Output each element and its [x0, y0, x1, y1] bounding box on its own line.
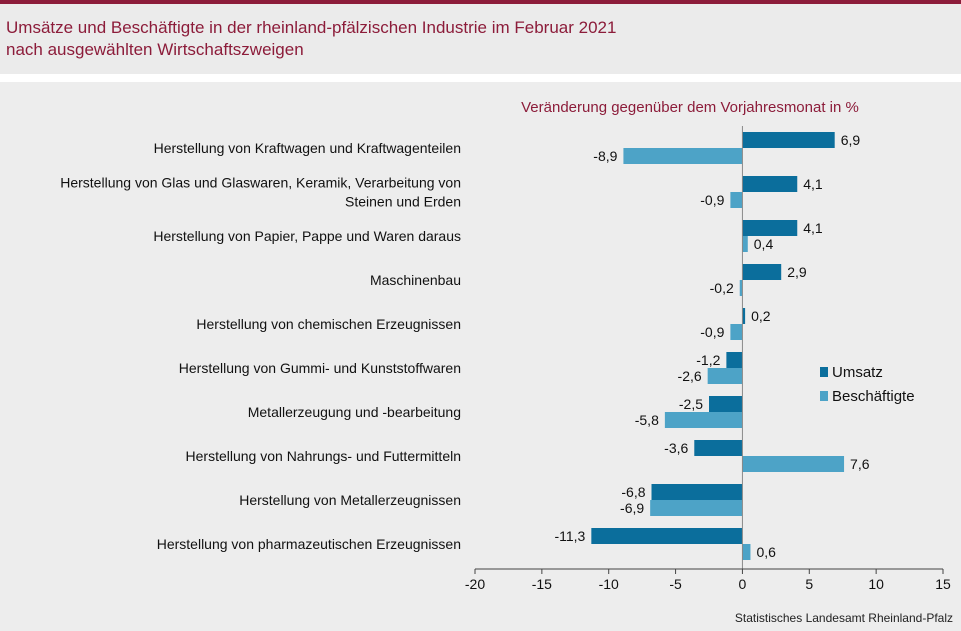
data-label-umsatz-9: -11,3	[554, 528, 585, 544]
bar-beschaeftigte-7	[742, 456, 845, 472]
category-label-6: Metallerzeugung und -bearbeitung	[248, 404, 461, 420]
legend-swatch-umsatz	[820, 367, 828, 377]
category-label-3: Maschinenbau	[370, 272, 461, 288]
category-label-5: Herstellung von Gummi- und Kunststoffwar…	[179, 360, 461, 376]
bar-umsatz-7	[694, 440, 743, 456]
top-accent-bar	[0, 0, 961, 4]
chart-area	[0, 82, 961, 631]
bar-umsatz-5	[726, 352, 743, 368]
data-label-beschaeftigte-8: -6,9	[620, 500, 644, 516]
data-label-umsatz-1: 4,1	[803, 176, 823, 192]
bar-beschaeftigte-4	[730, 324, 743, 340]
data-label-beschaeftigte-9: 0,6	[756, 544, 776, 560]
legend-swatch-beschaeftigte	[820, 391, 828, 401]
data-label-umsatz-4: 0,2	[751, 308, 771, 324]
bar-umsatz-4	[742, 308, 746, 324]
bar-beschaeftigte-2	[742, 236, 748, 252]
category-label-4: Herstellung von chemischen Erzeugnissen	[196, 316, 461, 332]
data-label-umsatz-7: -3,6	[664, 440, 688, 456]
x-tick-label-4: 0	[739, 576, 747, 592]
x-tick-label-7: 15	[935, 576, 951, 592]
bar-umsatz-0	[742, 132, 835, 148]
x-tick-label-2: -10	[599, 576, 619, 592]
data-label-umsatz-2: 4,1	[803, 220, 823, 236]
data-label-umsatz-5: -1,2	[696, 352, 720, 368]
data-label-beschaeftigte-4: -0,9	[700, 324, 724, 340]
bar-umsatz-8	[651, 484, 743, 500]
data-label-beschaeftigte-1: -0,9	[700, 192, 724, 208]
data-label-beschaeftigte-7: 7,6	[850, 456, 870, 472]
bar-beschaeftigte-8	[650, 500, 743, 516]
bar-beschaeftigte-3	[739, 280, 743, 296]
data-label-umsatz-6: -2,5	[679, 396, 703, 412]
data-label-beschaeftigte-3: -0,2	[710, 280, 734, 296]
chart-header: Umsätze und Beschäftigte in der rheinlan…	[0, 4, 961, 74]
bar-beschaeftigte-9	[742, 544, 751, 560]
x-tick-label-6: 10	[868, 576, 884, 592]
category-label-2: Herstellung von Papier, Pappe und Waren …	[153, 228, 461, 244]
bar-beschaeftigte-5	[707, 368, 743, 384]
chart-subtitle: Veränderung gegenüber dem Vorjahresmonat…	[521, 99, 859, 116]
category-label-7: Herstellung von Nahrungs- und Futtermitt…	[186, 448, 461, 464]
bar-beschaeftigte-0	[623, 148, 743, 164]
category-label-8: Herstellung von Metallerzeugnissen	[239, 492, 461, 508]
chart-title-line-2: nach ausgewählten Wirtschaftszweigen	[6, 40, 304, 59]
bar-beschaeftigte-6	[664, 412, 743, 428]
data-label-umsatz-8: -6,8	[621, 484, 645, 500]
bar-umsatz-6	[709, 396, 743, 412]
data-label-beschaeftigte-5: -2,6	[678, 368, 702, 384]
legend-label-umsatz: Umsatz	[832, 364, 883, 381]
legend-label-beschaeftigte: Beschäftigte	[832, 388, 915, 405]
data-label-umsatz-3: 2,9	[787, 264, 807, 280]
bar-umsatz-2	[742, 220, 798, 236]
data-label-beschaeftigte-2: 0,4	[754, 236, 774, 252]
bar-umsatz-3	[742, 264, 782, 280]
bar-umsatz-1	[742, 176, 798, 192]
data-label-beschaeftigte-6: -5,8	[635, 412, 659, 428]
header-separator	[0, 74, 961, 82]
x-tick-label-1: -15	[532, 576, 552, 592]
data-label-umsatz-0: 6,9	[841, 132, 861, 148]
x-tick-label-5: 5	[805, 576, 813, 592]
category-label-9: Herstellung von pharmazeutischen Erzeugn…	[157, 536, 461, 552]
data-label-beschaeftigte-0: -8,9	[593, 148, 617, 164]
chart-title-line-1: Umsätze und Beschäftigte in der rheinlan…	[6, 18, 617, 37]
category-label-1-line-1: Steinen und Erden	[345, 194, 461, 210]
x-tick-label-3: -5	[669, 576, 682, 592]
category-label-1-line-0: Herstellung von Glas und Glaswaren, Kera…	[60, 175, 461, 191]
bar-umsatz-9	[591, 528, 743, 544]
x-tick-label-0: -20	[465, 576, 485, 592]
bar-beschaeftigte-1	[730, 192, 743, 208]
source-note: Statistisches Landesamt Rheinland-Pfalz	[734, 611, 953, 625]
category-label-0: Herstellung von Kraftwagen und Kraftwage…	[154, 140, 461, 156]
